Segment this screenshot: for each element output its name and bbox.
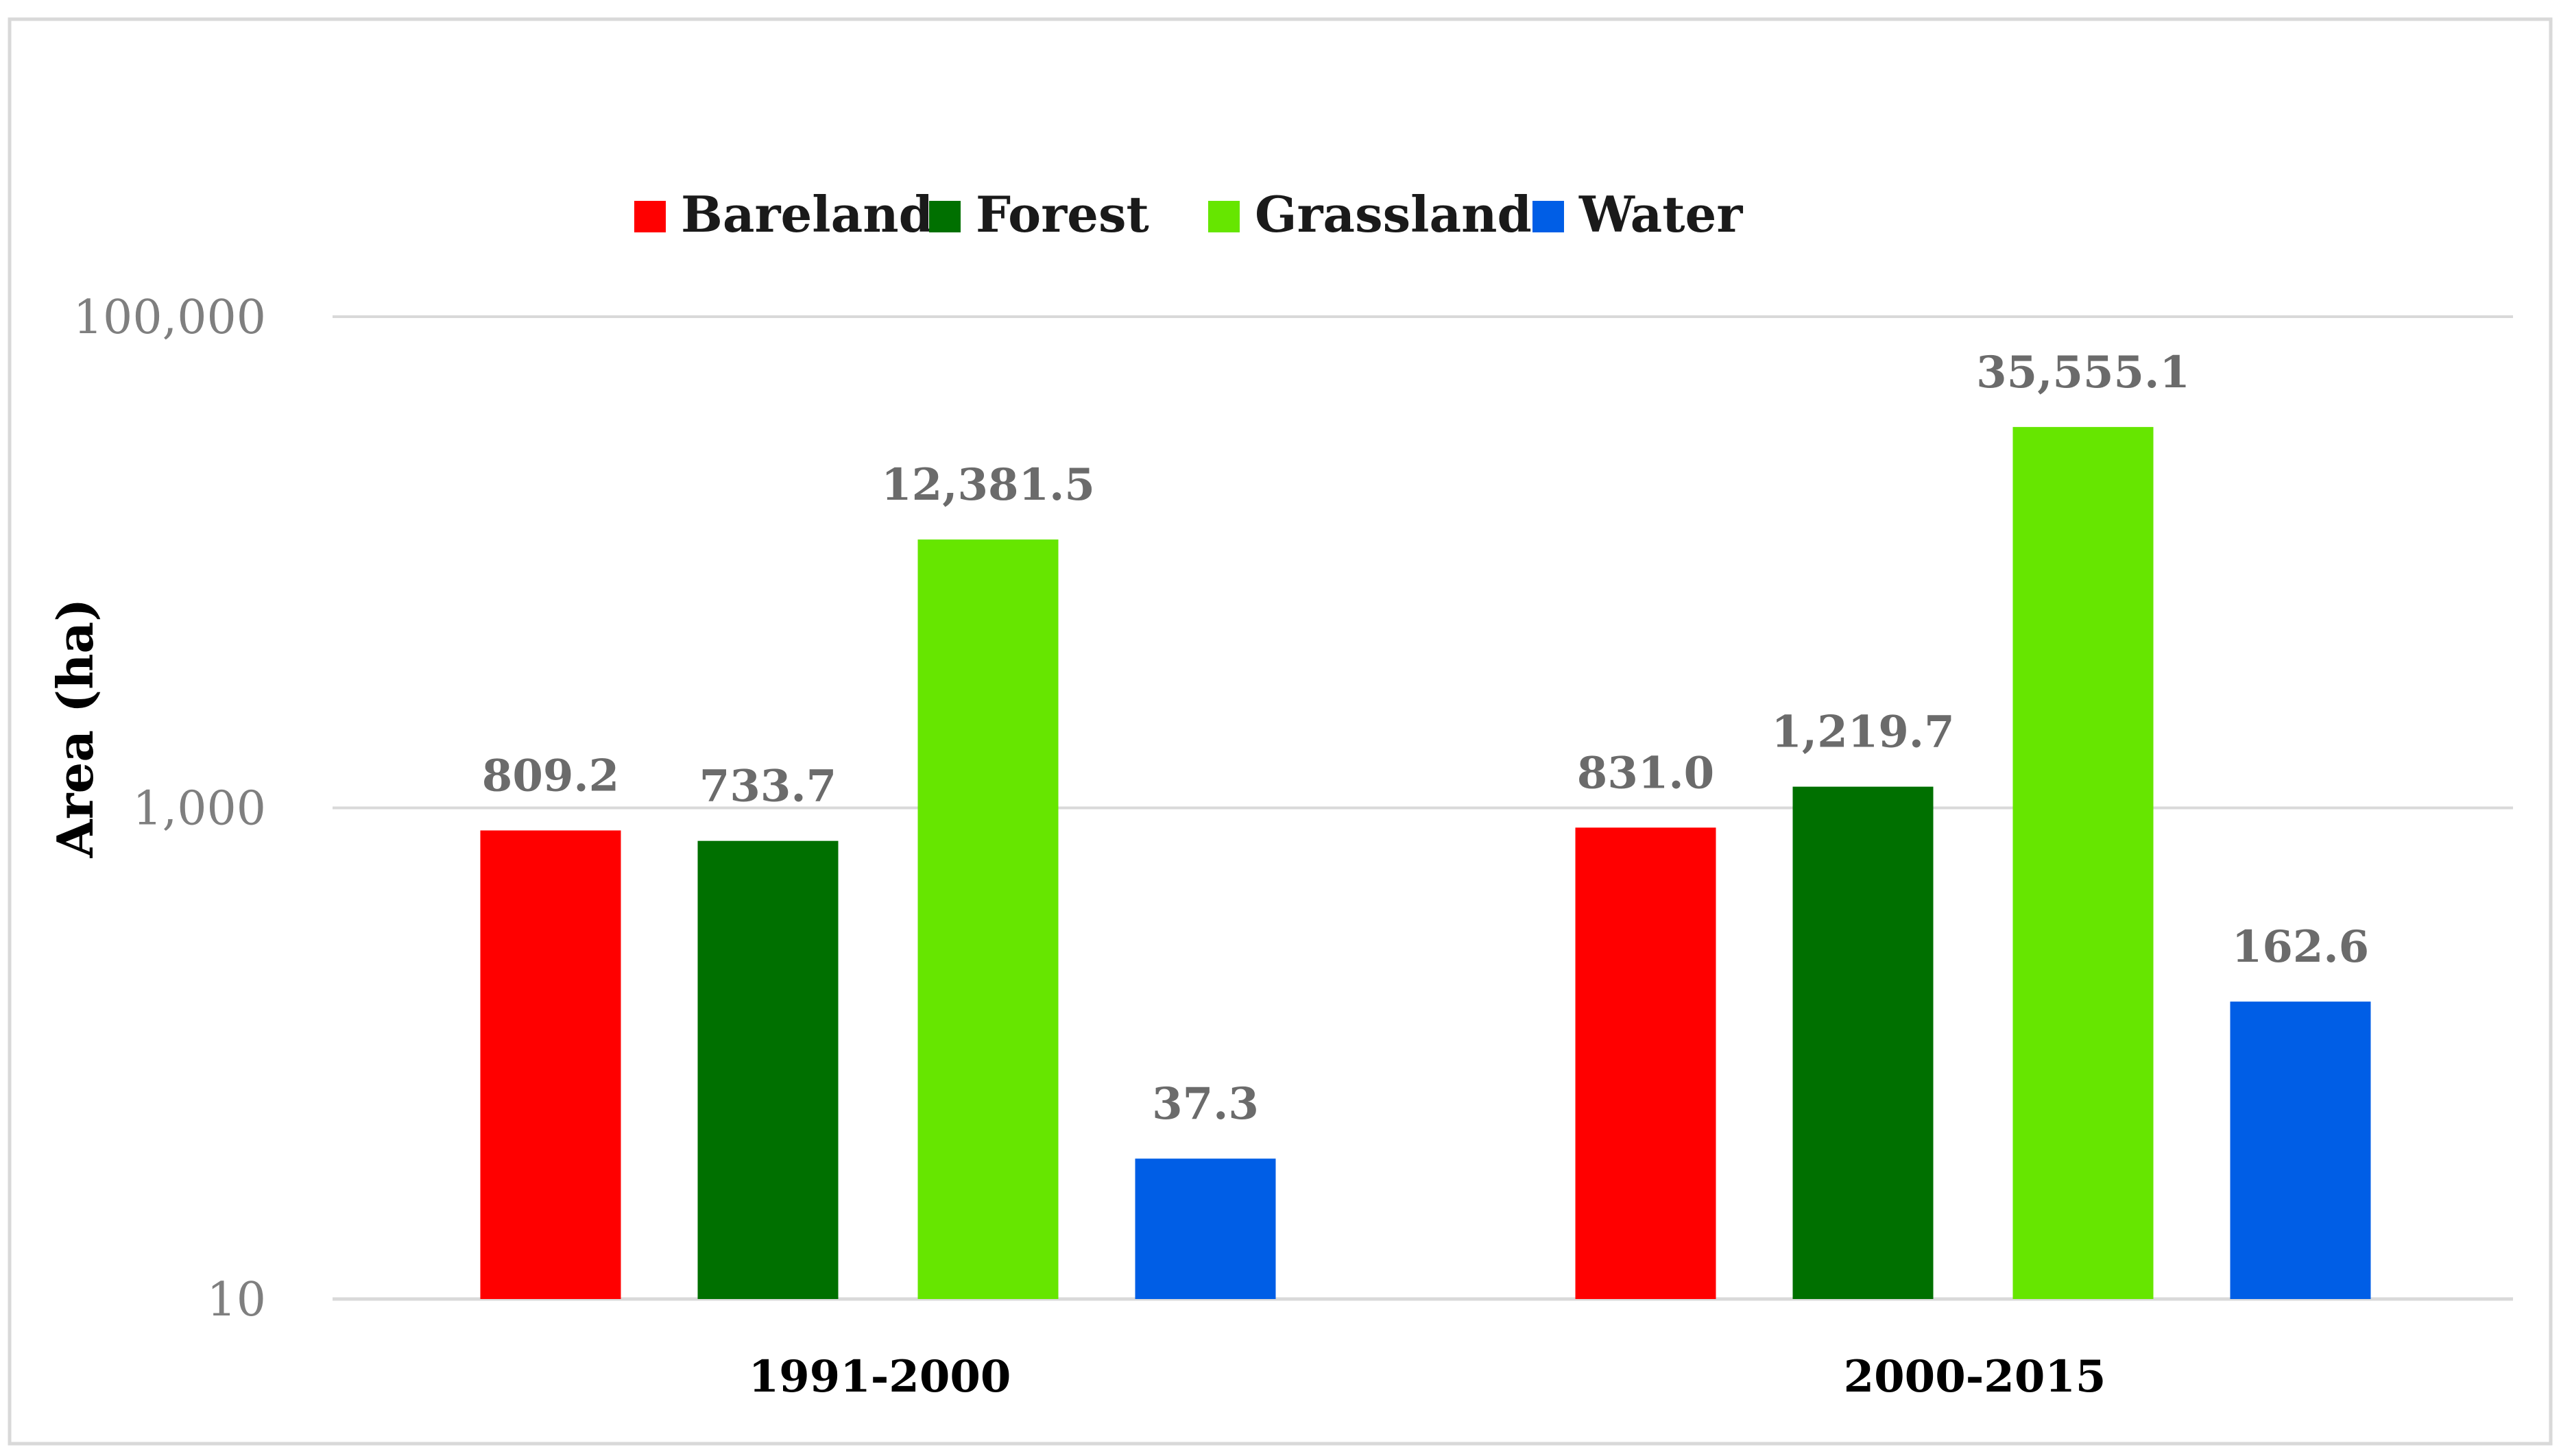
legend-swatch bbox=[634, 201, 666, 232]
bar-bareland-1991-2000 bbox=[480, 830, 621, 1299]
legend-swatch bbox=[1208, 201, 1240, 232]
legend: Bareland Forest Grassland Water bbox=[634, 185, 1743, 243]
legend-label: Grassland bbox=[1255, 185, 1532, 243]
bar-water-1991-2000 bbox=[1135, 1158, 1276, 1299]
y-tick-label: 100,000 bbox=[73, 291, 266, 345]
data-label: 831.0 bbox=[1577, 747, 1714, 799]
legend-swatch bbox=[929, 201, 961, 232]
y-tick-label: 10 bbox=[206, 1273, 266, 1327]
bar-bareland-2000-2015 bbox=[1575, 827, 1716, 1299]
legend-swatch bbox=[1532, 201, 1564, 232]
data-label: 733.7 bbox=[699, 761, 837, 812]
data-label: 809.2 bbox=[482, 750, 619, 801]
bar-grassland-2000-2015 bbox=[2012, 426, 2154, 1299]
y-axis-title: Area (ha) bbox=[46, 598, 104, 858]
data-label: 12,381.5 bbox=[881, 459, 1095, 511]
x-axis-categories: 1991-2000 2000-2015 bbox=[749, 1351, 2106, 1403]
data-label: 35,555.1 bbox=[1976, 347, 2190, 398]
y-tick-label: 1,000 bbox=[132, 782, 266, 836]
bar-grassland-1991-2000 bbox=[917, 539, 1059, 1300]
x-category-label: 1991-2000 bbox=[749, 1351, 1011, 1403]
legend-label: Bareland bbox=[681, 185, 933, 243]
bars bbox=[480, 426, 2371, 1300]
data-label: 37.3 bbox=[1152, 1078, 1259, 1130]
data-label: 1,219.7 bbox=[1771, 707, 1954, 758]
legend-label: Forest bbox=[976, 185, 1149, 243]
bar-water-2000-2015 bbox=[2230, 1002, 2371, 1299]
data-label: 162.6 bbox=[2232, 921, 2369, 973]
bar-forest-2000-2015 bbox=[1792, 786, 1934, 1299]
data-labels: 809.2 733.7 12,381.5 37.3 831.0 1,219.7 35,555… bbox=[482, 347, 2369, 1130]
y-axis-ticks: 10 1,000 100,000 bbox=[73, 291, 266, 1327]
legend-label: Water bbox=[1578, 185, 1743, 243]
x-category-label: 2000-2015 bbox=[1844, 1351, 2106, 1403]
bar-forest-1991-2000 bbox=[697, 840, 839, 1299]
